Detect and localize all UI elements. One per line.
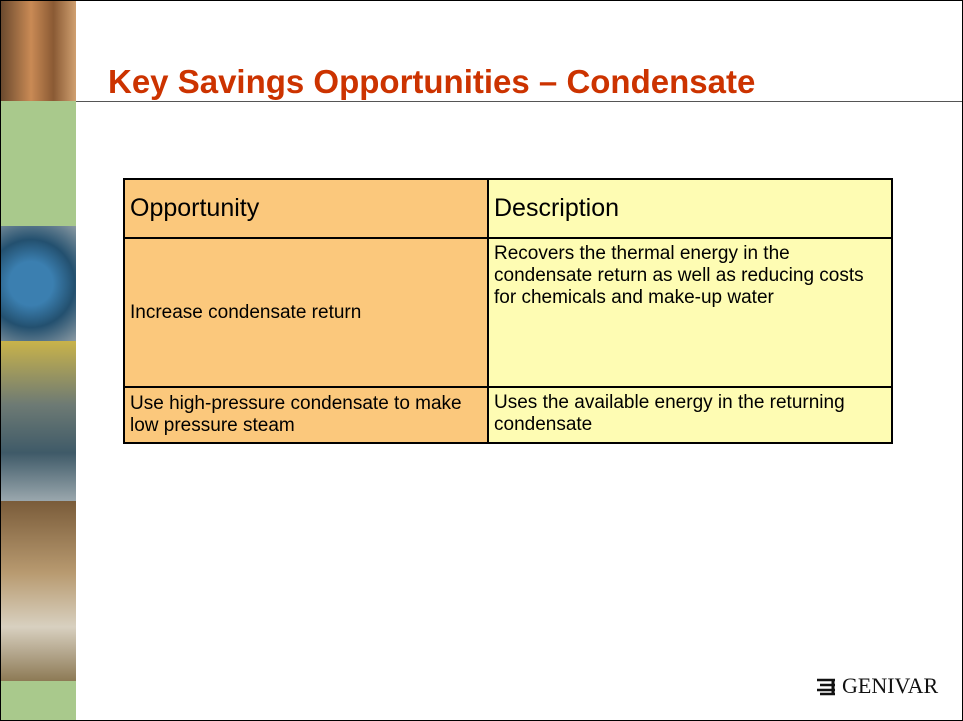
cell: Recovers the thermal energy in the conde…	[488, 238, 892, 387]
title: Key Savings Opportunities – Condensate	[108, 63, 755, 101]
logo: GENIVAR	[816, 673, 938, 699]
cell: Increase condensate return	[124, 238, 488, 387]
logo-text: GENIVAR	[842, 673, 938, 698]
row: Use high-pressure condensate to make low…	[124, 387, 892, 443]
column-header: Opportunity	[124, 179, 488, 238]
row: Increase condensate return Recovers the …	[124, 238, 892, 387]
cell: Use high-pressure condensate to make low…	[124, 387, 488, 443]
cell: Uses the available energy in the returni…	[488, 387, 892, 443]
column-header: Description	[488, 179, 892, 238]
slide: Key Savings Opportunities – Condensate O…	[0, 0, 963, 721]
header-row: Opportunity Description	[124, 179, 892, 238]
table: Opportunity Description Increase condens…	[123, 178, 893, 444]
photo	[1, 1, 76, 101]
photo	[1, 341, 76, 501]
title-rule	[76, 101, 962, 102]
logo-mark	[816, 678, 836, 696]
photo	[1, 226, 76, 341]
photo	[1, 501, 76, 681]
